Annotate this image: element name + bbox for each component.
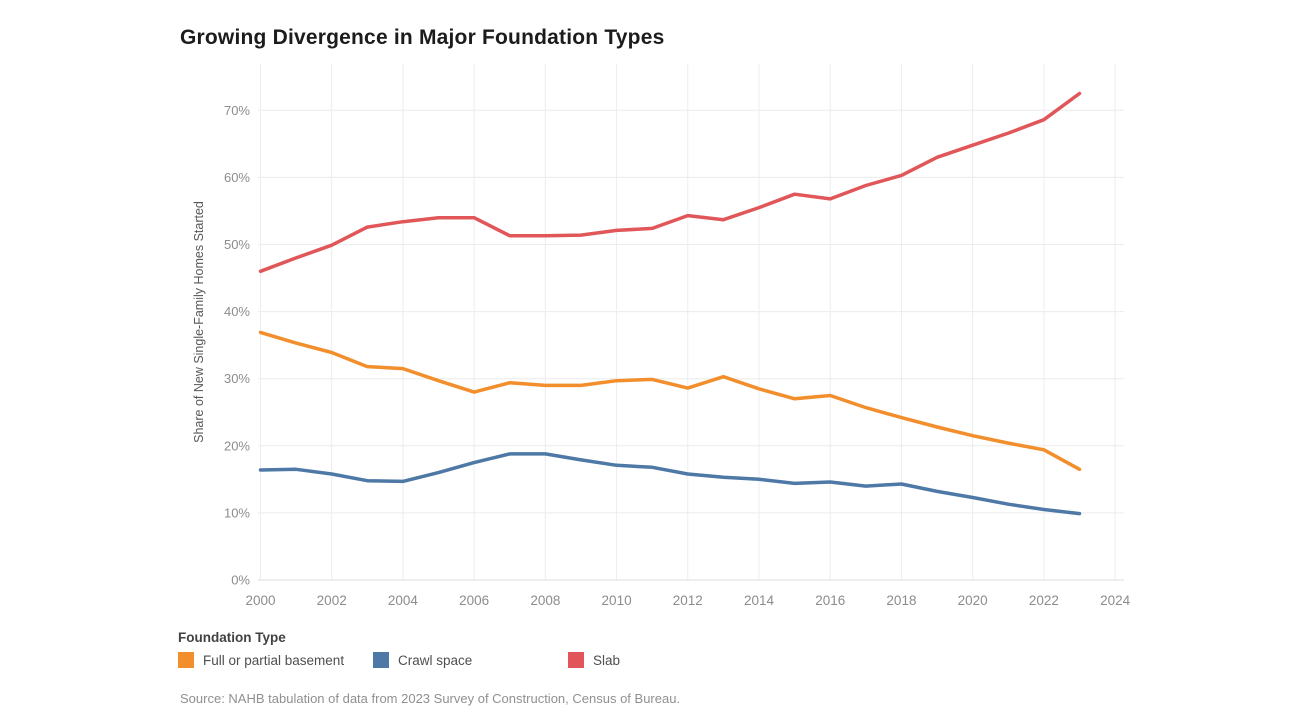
x-tick-label: 2020 (958, 593, 988, 608)
legend: Full or partial basement Crawl space Sla… (0, 651, 1290, 671)
y-tick-label: 70% (224, 103, 250, 118)
x-tick-label: 2014 (744, 593, 775, 608)
series-line-crawl-space (258, 452, 1082, 516)
legend-item-basement: Full or partial basement (178, 651, 344, 669)
y-axis-title: Share of New Single-Family Homes Started (192, 201, 206, 443)
x-tick-label: 2000 (245, 593, 275, 608)
legend-label: Crawl space (398, 652, 473, 668)
slab-swatch-icon (568, 652, 584, 668)
legend-item-crawl-space: Crawl space (373, 651, 472, 669)
y-tick-label: 40% (224, 304, 250, 319)
series-line-full-or-partial-basement (258, 330, 1082, 472)
legend-label: Slab (593, 652, 621, 668)
legend-title: Foundation Type (178, 630, 286, 645)
x-tick-label: 2012 (673, 593, 703, 608)
chart-title: Growing Divergence in Major Foundation T… (180, 26, 665, 49)
legend-item-slab: Slab (568, 651, 620, 669)
x-tick-label: 2022 (1029, 593, 1059, 608)
legend-label: Full or partial basement (203, 652, 345, 668)
y-tick-label: 0% (231, 573, 250, 588)
y-tick-label: 60% (224, 170, 250, 185)
series-line-slab (258, 91, 1082, 274)
x-tick-label: 2024 (1100, 593, 1131, 608)
x-tick-label: 2006 (459, 593, 489, 608)
basement-swatch-icon (178, 652, 194, 668)
x-tick-label: 2008 (530, 593, 560, 608)
crawl-space-swatch-icon (373, 652, 389, 668)
grid-layer (258, 64, 1124, 581)
x-axis-ticks: 2000 2002 2004 2006 2008 2010 2012 2014 2016 2018… (245, 593, 1130, 608)
x-tick-label: 2016 (815, 593, 845, 608)
series-layer (258, 91, 1082, 516)
x-tick-label: 2010 (602, 593, 632, 608)
y-tick-label: 50% (224, 237, 250, 252)
x-tick-label: 2018 (886, 593, 916, 608)
x-tick-label: 2004 (388, 593, 419, 608)
y-axis-ticks: 0% 10% 20% 30% 40% 50% 60% 70% (224, 103, 250, 588)
x-tick-label: 2002 (317, 593, 347, 608)
y-tick-label: 20% (224, 438, 250, 453)
source-note: Source: NAHB tabulation of data from 202… (180, 691, 681, 706)
y-tick-label: 10% (224, 505, 250, 520)
y-tick-label: 30% (224, 371, 250, 386)
